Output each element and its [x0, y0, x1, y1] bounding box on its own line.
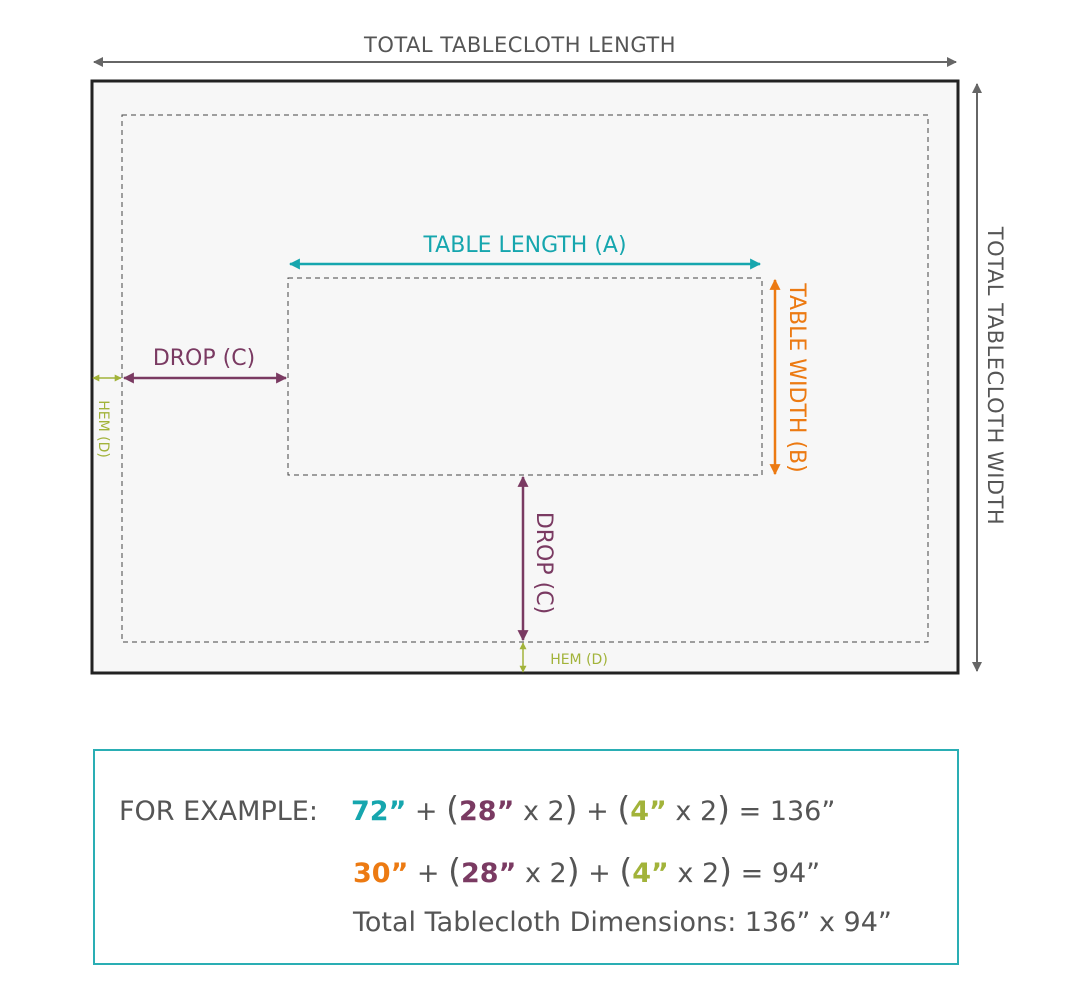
drop-label-horizontal: DROP (C): [153, 346, 255, 371]
example-box: FOR EXAMPLE: 72” + (28” x 2) + (4” x 2) =…: [93, 749, 959, 965]
open-paren: (: [448, 851, 462, 890]
width-result: = 94”: [740, 858, 821, 889]
open-paren: (: [446, 789, 460, 828]
width-value: 30”: [353, 858, 409, 889]
plus-sign: +: [586, 796, 609, 827]
open-paren: (: [619, 851, 633, 890]
total-length-label: TOTAL TABLECLOTH LENGTH: [363, 33, 676, 57]
plus-sign: +: [588, 858, 611, 889]
plus-sign: +: [416, 858, 440, 889]
table-length-label: TABLE LENGTH (A): [422, 233, 626, 258]
length-value: 72”: [351, 796, 407, 827]
drop-label-vertical: DROP (C): [531, 512, 556, 614]
length-result: = 136”: [738, 796, 836, 827]
plus-sign: +: [414, 796, 438, 827]
hem-value: 4”: [632, 858, 669, 889]
total-dimensions: Total Tablecloth Dimensions: 136” x 94”: [353, 907, 892, 938]
hem-label-bottom: HEM (D): [550, 652, 608, 668]
times-two: x 2: [675, 796, 718, 827]
example-prefix: FOR EXAMPLE:: [119, 796, 318, 827]
drop-value: 28”: [459, 796, 515, 827]
close-paren: ): [564, 789, 578, 828]
total-width-label: TOTAL TABLECLOTH WIDTH: [983, 226, 1007, 525]
close-paren: ): [719, 851, 733, 890]
times-two: x 2: [524, 858, 567, 889]
drop-value: 28”: [461, 858, 517, 889]
table-outline: [287, 277, 763, 476]
table-width-label: TABLE WIDTH (B): [784, 282, 809, 472]
times-two: x 2: [522, 796, 565, 827]
hem-value: 4”: [630, 796, 667, 827]
width-formula: 30” + (28” x 2) + (4” x 2) = 94”: [353, 851, 820, 890]
close-paren: ): [566, 851, 580, 890]
open-paren: (: [617, 789, 631, 828]
length-formula: FOR EXAMPLE: 72” + (28” x 2) + (4” x 2) =…: [119, 789, 835, 828]
hem-label-left: HEM (D): [95, 400, 111, 458]
close-paren: ): [717, 789, 731, 828]
times-two: x 2: [677, 858, 720, 889]
